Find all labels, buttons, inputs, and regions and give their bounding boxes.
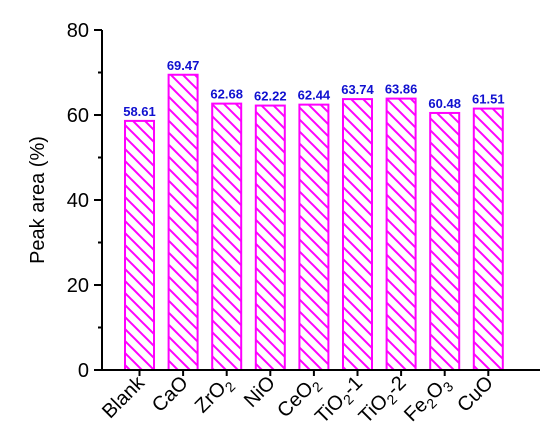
data-label-4: 62.44 <box>298 88 331 103</box>
data-label-3: 62.22 <box>254 89 287 104</box>
data-label-0: 58.61 <box>123 104 156 119</box>
bar-5 <box>342 98 373 371</box>
data-label-8: 61.51 <box>472 92 505 107</box>
x-tick-label-8: CuO <box>453 372 498 417</box>
y-tick-label-3: 60 <box>67 105 89 127</box>
x-tick-label-7: Fe2O3 <box>400 372 456 428</box>
bar-8 <box>472 107 504 372</box>
x-tick-label-1: CaO <box>148 372 193 417</box>
y-tick-label-0: 0 <box>78 360 89 382</box>
bar-3 <box>254 104 286 371</box>
x-tick-label-6: TiO2-2 <box>355 372 413 430</box>
data-label-5: 63.74 <box>341 82 374 97</box>
y-tick-label-1: 20 <box>67 275 89 297</box>
x-tick-label-2: ZrO2 <box>191 372 239 420</box>
y-tick-label-4: 80 <box>67 20 89 42</box>
bars-group <box>124 73 504 372</box>
x-tick-label-0: Blank <box>98 371 150 423</box>
bar-1 <box>167 73 199 371</box>
bar-2 <box>211 102 243 372</box>
y-tick-label-2: 40 <box>67 190 89 212</box>
x-tick-label-5: TiO2-1 <box>311 372 369 430</box>
bar-4 <box>298 103 330 371</box>
data-label-6: 63.86 <box>385 82 418 97</box>
bar-0 <box>124 119 155 371</box>
y-axis-title: Peak area (%) <box>27 136 49 264</box>
data-label-7: 60.48 <box>428 96 461 111</box>
bar-7 <box>429 111 461 372</box>
data-labels-group: 58.61 69.47 62.68 62.22 62.44 63.74 63.86 60.48… <box>123 58 504 119</box>
data-label-2: 62.68 <box>210 87 243 102</box>
bar-6 <box>385 97 417 371</box>
data-label-1: 69.47 <box>167 58 200 73</box>
